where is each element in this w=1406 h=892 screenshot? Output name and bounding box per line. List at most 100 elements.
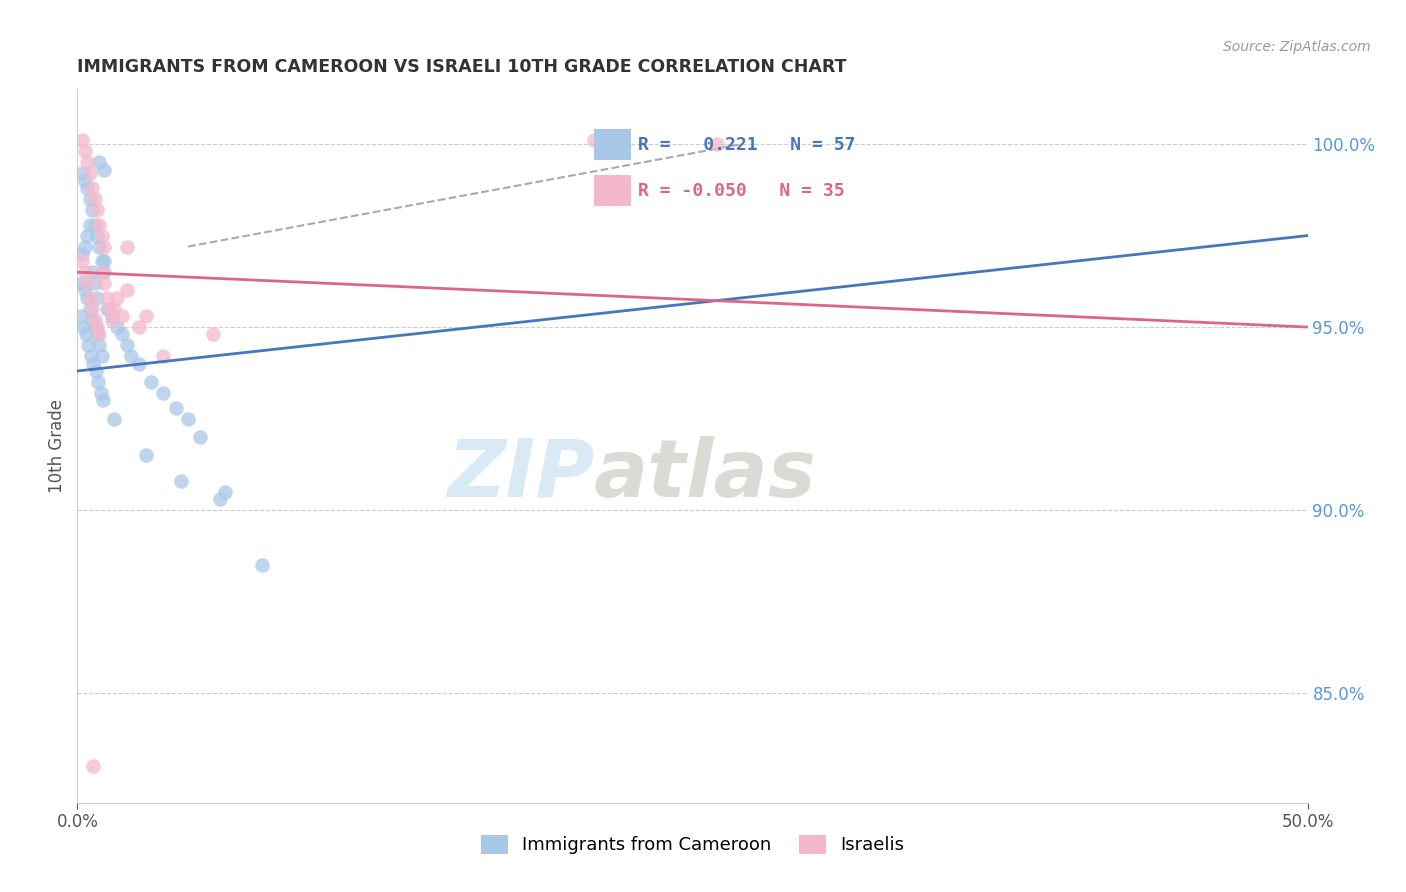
Bar <box>595 129 631 160</box>
Point <box>77 338 100 352</box>
Y-axis label: 10th Grade: 10th Grade <box>48 399 66 493</box>
Point <box>121 349 143 363</box>
Point <box>250 558 273 572</box>
Point <box>80 349 103 363</box>
Point <box>177 411 200 425</box>
Point <box>79 192 101 206</box>
Point <box>583 133 606 147</box>
Point <box>135 448 157 462</box>
Point <box>141 375 163 389</box>
Point <box>89 239 111 253</box>
Point <box>93 254 115 268</box>
Text: atlas: atlas <box>595 435 817 514</box>
Point <box>105 291 128 305</box>
Point <box>83 192 105 206</box>
Point <box>111 309 134 323</box>
Point <box>111 327 134 342</box>
Point <box>98 301 121 316</box>
Point <box>87 375 110 389</box>
Point <box>73 239 96 253</box>
Point <box>89 338 111 352</box>
Point <box>103 301 125 316</box>
Point <box>101 309 124 323</box>
Point <box>89 327 111 342</box>
Point <box>90 265 114 279</box>
Point <box>72 320 94 334</box>
Point <box>70 133 93 147</box>
Point <box>70 309 93 323</box>
Point <box>76 291 98 305</box>
Point <box>89 218 111 232</box>
Point <box>115 239 138 253</box>
Point <box>86 202 108 217</box>
Point <box>201 327 224 342</box>
Text: ZIP: ZIP <box>447 435 595 514</box>
Point <box>93 239 115 253</box>
Point <box>135 309 157 323</box>
Point <box>86 320 108 334</box>
Point <box>152 349 174 363</box>
Point <box>86 228 108 243</box>
Point <box>165 401 187 415</box>
Point <box>82 759 104 773</box>
Point <box>75 327 97 342</box>
Point <box>89 155 111 169</box>
Text: IMMIGRANTS FROM CAMEROON VS ISRAELI 10TH GRADE CORRELATION CHART: IMMIGRANTS FROM CAMEROON VS ISRAELI 10TH… <box>77 58 846 76</box>
Text: R = -0.050   N = 35: R = -0.050 N = 35 <box>638 182 845 200</box>
Text: Source: ZipAtlas.com: Source: ZipAtlas.com <box>1223 40 1371 54</box>
Point <box>76 228 98 243</box>
Point <box>706 137 728 152</box>
Point <box>152 386 174 401</box>
Point <box>82 312 104 326</box>
Point <box>90 386 112 401</box>
Point <box>76 181 98 195</box>
Point <box>86 327 108 342</box>
Legend: Immigrants from Cameroon, Israelis: Immigrants from Cameroon, Israelis <box>474 828 911 862</box>
Point <box>83 276 105 290</box>
Point <box>105 320 128 334</box>
Point <box>83 320 105 334</box>
Point <box>79 166 101 180</box>
Point <box>90 349 114 363</box>
Point <box>82 301 104 316</box>
Text: R =   0.221   N = 57: R = 0.221 N = 57 <box>638 136 856 153</box>
Point <box>70 247 93 261</box>
Point <box>70 166 93 180</box>
Point <box>79 301 101 316</box>
Point <box>70 254 93 268</box>
Point <box>115 284 138 298</box>
Point <box>82 181 104 195</box>
Point <box>73 284 96 298</box>
Point <box>79 218 101 232</box>
Point <box>73 145 96 159</box>
Point <box>90 254 114 268</box>
Point <box>70 276 93 290</box>
Point <box>96 291 118 305</box>
Point <box>76 155 98 169</box>
Point <box>82 265 104 279</box>
Point <box>101 312 124 326</box>
Point <box>214 484 236 499</box>
Point <box>96 301 118 316</box>
Point <box>209 491 232 506</box>
Point <box>76 276 98 290</box>
Point <box>90 228 114 243</box>
Point <box>86 291 108 305</box>
Point <box>83 312 105 326</box>
Point <box>128 320 150 334</box>
Point <box>91 393 114 408</box>
Point <box>84 364 107 378</box>
Point <box>82 202 104 217</box>
Point <box>82 357 104 371</box>
Point <box>103 411 125 425</box>
Point <box>79 291 101 305</box>
Point <box>73 174 96 188</box>
Point <box>83 218 105 232</box>
Point <box>115 338 138 352</box>
Point <box>93 162 115 177</box>
Point <box>93 265 115 279</box>
Point <box>170 474 193 488</box>
Bar <box>595 176 631 206</box>
Point <box>73 265 96 279</box>
Point <box>128 357 150 371</box>
